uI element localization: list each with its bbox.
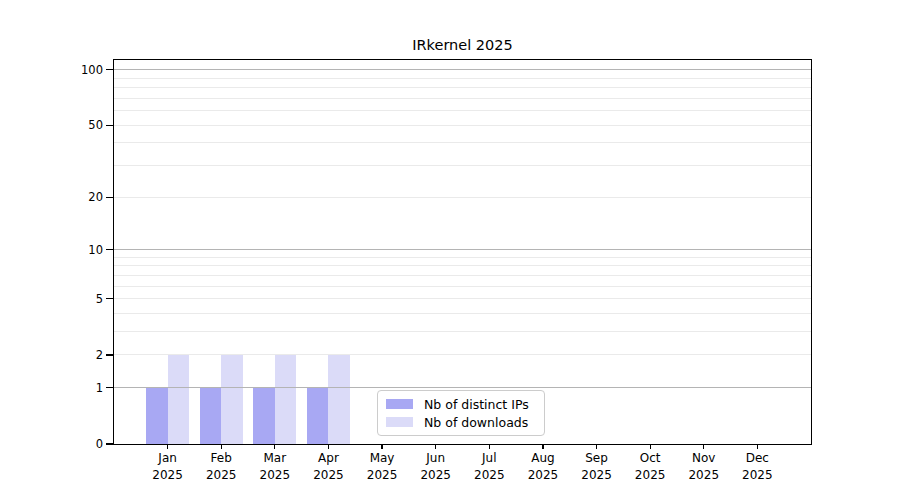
legend-item-downloads: Nb of downloads (386, 413, 536, 431)
major-gridline (114, 69, 811, 70)
x-tick-mark (650, 444, 651, 449)
minor-gridline (114, 286, 811, 287)
y-tick-label: 2 (0, 347, 103, 363)
minor-gridline (114, 98, 811, 99)
x-tick-mark (542, 444, 543, 449)
chart-title: IRkernel 2025 (114, 36, 811, 54)
x-tick-mark (167, 444, 168, 449)
y-tick-label: 5 (0, 291, 103, 307)
minor-gridline (114, 78, 811, 79)
legend-swatch-distinct-ips (386, 399, 413, 409)
bar-distinct-ips (253, 388, 274, 444)
x-tick-mark (274, 444, 275, 449)
legend: Nb of distinct IPs Nb of downloads (377, 390, 545, 436)
y-tick-mark (106, 197, 113, 198)
legend-label-downloads: Nb of downloads (424, 415, 528, 430)
y-tick-mark (106, 387, 113, 388)
x-tick-mark (489, 444, 490, 449)
x-tick-mark (221, 444, 222, 449)
bar-distinct-ips (307, 388, 328, 444)
legend-label-distinct-ips: Nb of distinct IPs (424, 397, 529, 412)
y-tick-mark (106, 125, 113, 126)
x-tick-mark (435, 444, 436, 449)
bar-downloads (328, 355, 349, 444)
minor-gridline (114, 265, 811, 266)
y-tick-mark (106, 354, 113, 355)
major-gridline (114, 387, 811, 388)
minor-gridline (114, 313, 811, 314)
bar-distinct-ips (200, 388, 221, 444)
x-tick-mark (596, 444, 597, 449)
bar-downloads (221, 355, 242, 444)
y-tick-label: 0 (0, 436, 103, 452)
legend-item-distinct-ips: Nb of distinct IPs (386, 395, 536, 413)
x-tick-label: Dec 2025 (722, 450, 792, 484)
legend-swatch-downloads (386, 417, 413, 427)
minor-gridline (114, 165, 811, 166)
x-tick-mark (703, 444, 704, 449)
minor-gridline (114, 125, 811, 126)
x-tick-mark (328, 444, 329, 449)
y-tick-mark (106, 298, 113, 299)
minor-gridline (114, 298, 811, 299)
minor-gridline (114, 87, 811, 88)
minor-gridline (114, 275, 811, 276)
major-gridline (114, 249, 811, 250)
minor-gridline (114, 142, 811, 143)
minor-gridline (114, 257, 811, 258)
x-tick-mark (757, 444, 758, 449)
y-tick-mark (106, 69, 113, 70)
minor-gridline (114, 331, 811, 332)
minor-gridline (114, 354, 811, 355)
y-tick-mark (106, 249, 113, 250)
bar-distinct-ips (146, 388, 167, 444)
chart-figure: IRkernel 2025 Nb of distinct IPs Nb of d… (0, 0, 900, 500)
bar-downloads (275, 355, 296, 444)
bar-downloads (168, 355, 189, 444)
minor-gridline (114, 197, 811, 198)
y-tick-label: 100 (0, 62, 103, 78)
y-tick-mark (106, 443, 113, 444)
y-tick-label: 50 (0, 117, 103, 133)
y-tick-label: 1 (0, 380, 103, 396)
minor-gridline (114, 110, 811, 111)
y-tick-label: 10 (0, 242, 103, 258)
y-tick-label: 20 (0, 189, 103, 205)
x-tick-mark (381, 444, 382, 449)
